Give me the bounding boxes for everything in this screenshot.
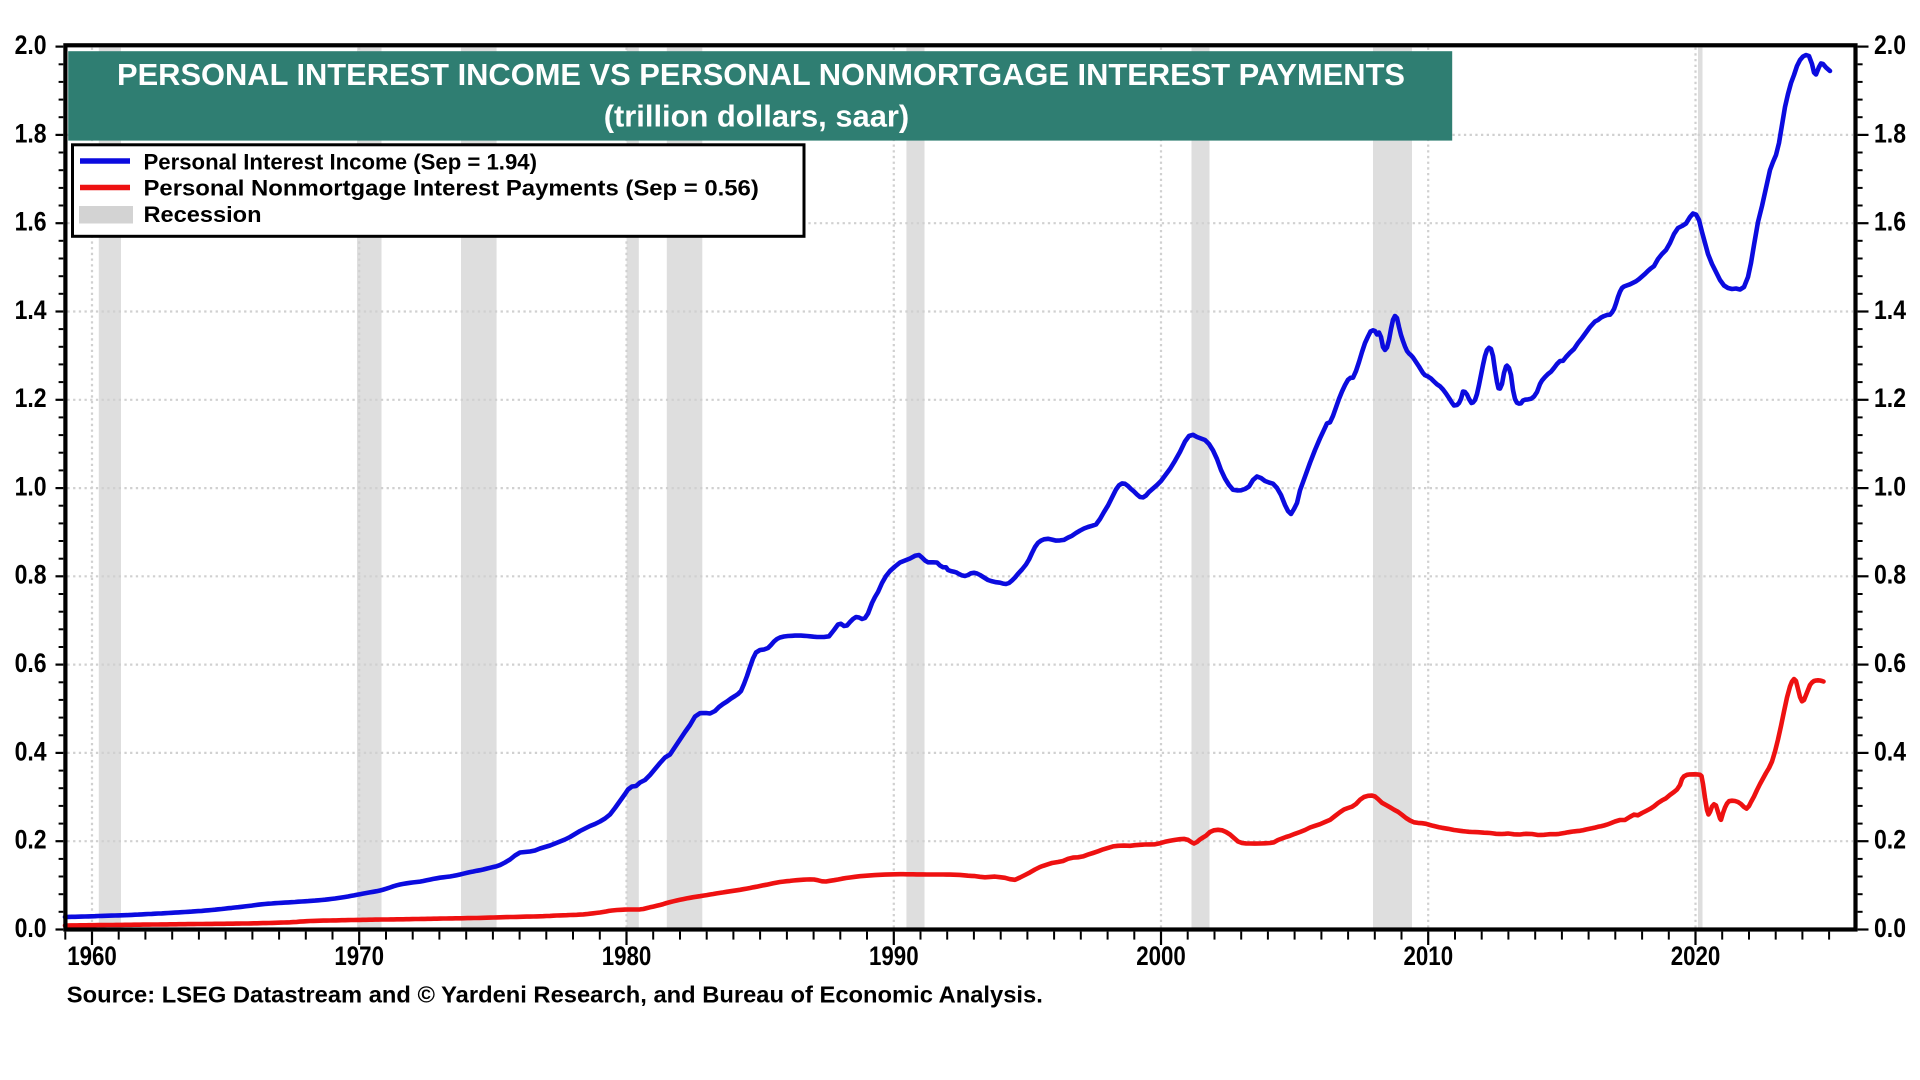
svg-text:1.8: 1.8: [1874, 118, 1906, 148]
svg-text:1960: 1960: [67, 941, 117, 971]
svg-text:1980: 1980: [602, 941, 652, 971]
svg-text:Personal Nonmortgage Interest: Personal Nonmortgage Interest Payments (…: [144, 176, 759, 201]
svg-text:1.6: 1.6: [1874, 207, 1906, 237]
svg-text:0.2: 0.2: [15, 825, 47, 855]
svg-text:2.0: 2.0: [1874, 30, 1906, 60]
svg-text:1990: 1990: [869, 941, 919, 971]
svg-text:Personal Interest Income (Sep: Personal Interest Income (Sep = 1.94): [144, 149, 538, 174]
svg-text:Source: LSEG Datastream and ©: Source: LSEG Datastream and © Yardeni Re…: [67, 981, 1043, 1007]
svg-text:2.0: 2.0: [15, 30, 47, 60]
svg-text:1.0: 1.0: [15, 471, 47, 501]
svg-text:0.8: 0.8: [1874, 560, 1906, 590]
svg-text:1.0: 1.0: [1874, 471, 1906, 501]
svg-text:0.2: 0.2: [1874, 825, 1906, 855]
svg-text:0.8: 0.8: [15, 560, 47, 590]
svg-text:2020: 2020: [1671, 941, 1721, 971]
svg-text:(trillion dollars, saar): (trillion dollars, saar): [604, 98, 910, 133]
svg-text:0.4: 0.4: [15, 736, 47, 766]
svg-text:2000: 2000: [1136, 941, 1186, 971]
svg-text:1.4: 1.4: [15, 295, 47, 325]
svg-text:1.4: 1.4: [1874, 295, 1906, 325]
svg-text:1.2: 1.2: [15, 383, 47, 413]
svg-text:1.8: 1.8: [15, 118, 47, 148]
svg-text:Recession: Recession: [144, 202, 262, 227]
svg-text:0.4: 0.4: [1874, 736, 1906, 766]
svg-text:PERSONAL INTEREST INCOME VS PE: PERSONAL INTEREST INCOME VS PERSONAL NON…: [117, 57, 1405, 92]
svg-text:2010: 2010: [1404, 941, 1454, 971]
svg-text:1970: 1970: [334, 941, 384, 971]
svg-text:0.6: 0.6: [1874, 648, 1906, 678]
svg-text:1.6: 1.6: [15, 207, 47, 237]
svg-text:0.0: 0.0: [1874, 913, 1906, 943]
svg-text:1.2: 1.2: [1874, 383, 1906, 413]
svg-text:0.6: 0.6: [15, 648, 47, 678]
svg-text:0.0: 0.0: [15, 913, 47, 943]
